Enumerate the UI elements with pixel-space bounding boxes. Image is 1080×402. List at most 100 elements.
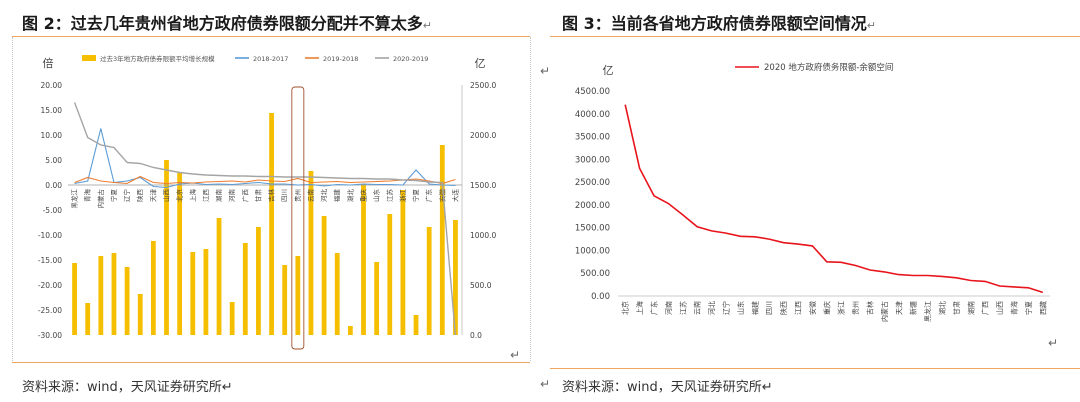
bar: [269, 113, 274, 335]
category-label: 重庆: [359, 189, 368, 203]
bar: [190, 252, 196, 335]
category-label: 黑龙江: [70, 189, 79, 209]
category-label: 大连: [450, 189, 459, 203]
category-label: 宁夏: [411, 189, 420, 203]
y-tick-label: 500.00: [580, 269, 610, 279]
figure-3-title: 图 3：当前各省地方政府债券限额空间情况↵: [562, 14, 876, 33]
y-tick-label: -20.00: [38, 281, 62, 290]
category-label: 浙江: [837, 301, 846, 315]
y2-tick-label: 0.0: [470, 331, 482, 340]
category-label: 北京: [175, 189, 184, 203]
category-label: 内蒙古: [880, 301, 889, 322]
category-label: 吉林: [866, 301, 875, 315]
y-tick-label: 2500.00: [575, 178, 610, 188]
category-label: 湖南: [214, 189, 223, 203]
y-tick-label: 15.00: [41, 106, 63, 115]
bar: [361, 184, 366, 335]
category-label: 天津: [895, 301, 903, 315]
category-label: 黑龙江: [923, 301, 932, 322]
category-label: 广东: [424, 189, 433, 203]
figure-2-bottom-rule: [12, 362, 530, 363]
category-label: 湖北: [345, 189, 354, 203]
category-label: 四川: [281, 189, 289, 202]
y2-tick-label: 500.0: [470, 281, 492, 290]
series-line: [624, 104, 1044, 294]
bar: [426, 227, 432, 335]
y-tick-label: 3500.00: [575, 133, 610, 143]
bar: [137, 294, 143, 335]
bar: [164, 160, 169, 335]
legend-label: 2020 地方政府债务限额-余额空间: [764, 62, 893, 73]
category-label: 山西: [162, 189, 171, 203]
bar: [216, 218, 222, 335]
bar: [242, 243, 248, 335]
category-label: 福建: [332, 189, 341, 203]
bar: [72, 263, 77, 335]
figure-2-panel: 图 2：过去几年贵州省地方政府债券限额分配并不算太多↵ 倍 亿 过去3年地方政府债券…: [0, 0, 531, 402]
figure-2-title: 图 2：过去几年贵州省地方政府债券限额分配并不算太多↵: [22, 14, 432, 33]
figure-3-top-rule: [550, 36, 1080, 37]
category-label: 新疆: [909, 301, 918, 315]
y2-tick-label: 1000.0: [470, 231, 496, 240]
y-tick-label: -5.00: [43, 206, 63, 215]
category-label: 广西: [981, 301, 990, 315]
legend-label-0: 过去3年地方政府债券限额平均增长规模: [100, 54, 215, 63]
category-label: 吉林: [267, 189, 276, 203]
category-label: 重庆: [822, 301, 831, 315]
category-label: 四川: [766, 301, 774, 315]
figure-2-left-border: [12, 37, 13, 361]
bar: [334, 253, 340, 335]
bar: [295, 256, 301, 335]
y-axis-unit: 亿: [603, 64, 614, 77]
bar: [439, 145, 445, 335]
right-axis-unit: 亿: [475, 57, 486, 70]
figure-3-source-mark: ↵: [540, 377, 551, 391]
bar: [453, 220, 458, 335]
category-label: 陕西: [779, 301, 788, 315]
figure-2-top-rule: [12, 36, 530, 37]
y-tick-label: 20.00: [41, 81, 63, 90]
category-label: 湖南: [966, 301, 975, 315]
figure-2-right-border: [530, 37, 531, 361]
bar: [177, 173, 183, 335]
category-label: 甘肃: [952, 301, 961, 315]
category-label: 陕西: [135, 189, 144, 203]
category-label: 广西: [240, 189, 249, 203]
figure-2-return-mark: ↵: [510, 348, 521, 362]
figure-3-bottom-rule: [550, 368, 1080, 369]
category-label: 青海: [83, 189, 92, 203]
category-label: 辽宁: [122, 189, 131, 203]
category-label: 内蒙古: [96, 189, 105, 209]
y2-tick-label: 1500.0: [470, 181, 496, 190]
y-tick-label: -15.00: [38, 256, 62, 265]
series-line-2: [74, 175, 456, 185]
bar: [203, 249, 209, 335]
category-label: 福建: [750, 301, 759, 315]
figure-3-return-mark-right: ↵: [1048, 336, 1059, 350]
category-label: 山西: [995, 301, 1004, 315]
series-line-3: [73, 102, 457, 336]
category-label: 上海: [188, 189, 197, 203]
category-label: 山东: [736, 301, 745, 315]
category-label: 安徽: [437, 189, 446, 203]
category-label: 宁夏: [1024, 301, 1033, 315]
figure-3-return-mark-left: ↵: [540, 64, 551, 78]
bar: [256, 227, 261, 335]
category-label: 云南: [306, 189, 315, 203]
category-label: 辽宁: [722, 301, 731, 315]
y-tick-label: 4000.00: [575, 110, 610, 120]
bar: [282, 265, 288, 335]
y2-tick-label: 2000.0: [470, 131, 496, 140]
bar: [308, 171, 314, 335]
series-line-1: [74, 128, 456, 189]
bar: [150, 241, 156, 335]
category-label: 安徽: [808, 301, 817, 315]
y-tick-label: 0.00: [45, 181, 62, 190]
legend-label-3: 2020-2019: [393, 55, 428, 63]
y-tick-label: -25.00: [38, 306, 62, 315]
y-tick-label: 3000.00: [575, 155, 610, 165]
category-label: 贵州: [293, 189, 302, 202]
bar: [413, 315, 419, 335]
y-tick-label: -30.00: [38, 331, 62, 340]
category-label: 江西: [795, 301, 803, 315]
